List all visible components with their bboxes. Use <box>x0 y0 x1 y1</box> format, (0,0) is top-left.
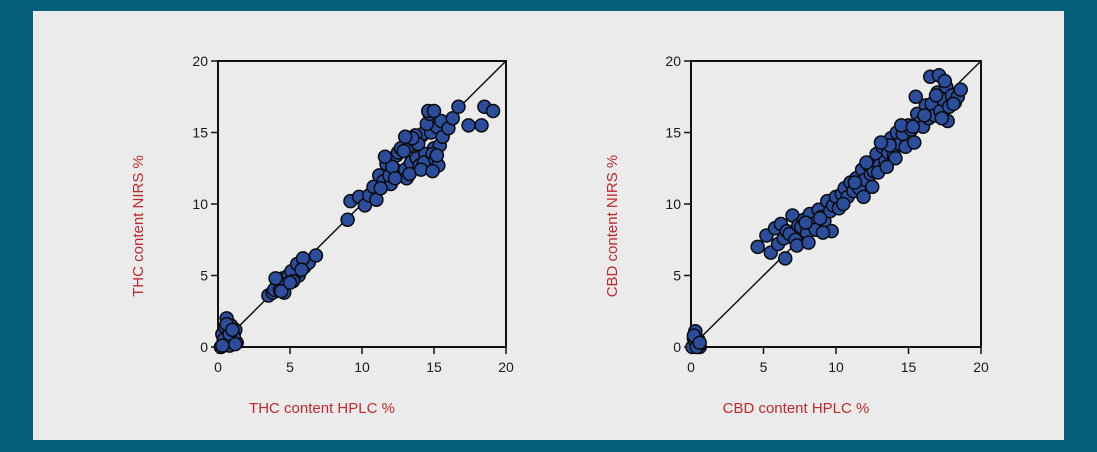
data-point <box>937 73 952 89</box>
data-point <box>815 225 831 240</box>
data-point <box>778 251 793 266</box>
data-point <box>425 163 440 179</box>
y-tick-label: 10 <box>192 196 208 212</box>
data-point <box>396 143 412 159</box>
x-tick-label: 0 <box>214 359 222 375</box>
y-tick-label: 5 <box>200 268 208 284</box>
x-tick-label: 15 <box>426 359 442 375</box>
x-axis-title: THC content HPLC % <box>249 400 395 417</box>
data-point <box>928 88 944 103</box>
data-point <box>485 103 501 119</box>
x-tick-label: 10 <box>354 359 370 375</box>
chart-right: CBD content HPLC % CBD content NIRS % 0 5… <box>604 53 989 417</box>
y-tick-label: 0 <box>673 339 681 355</box>
data-point <box>397 129 413 145</box>
data-point <box>426 103 442 119</box>
data-point <box>451 99 466 115</box>
y-tick-label: 5 <box>673 268 681 284</box>
data-point <box>917 108 932 123</box>
y-tick-label: 0 <box>200 339 208 355</box>
data-point <box>879 159 894 175</box>
data-point <box>228 336 243 352</box>
data-point <box>429 148 445 163</box>
data-point <box>865 179 880 195</box>
data-point <box>856 189 871 205</box>
x-axis-title: CBD content HPLC % <box>723 400 870 417</box>
chart-left: THC content HPLC % THC content NIRS % 0 5… <box>130 53 514 417</box>
data-point <box>461 118 476 133</box>
data-point <box>308 248 324 263</box>
x-tick-label: 20 <box>973 359 989 375</box>
data-point <box>377 149 393 165</box>
x-tick-label: 0 <box>687 359 695 375</box>
data-point <box>340 212 355 227</box>
data-point <box>387 171 403 186</box>
x-tick-label: 10 <box>828 359 844 375</box>
data-point <box>445 110 460 126</box>
x-tick-label: 20 <box>498 359 514 375</box>
scatter-figure: THC content HPLC % THC content NIRS % 0 5… <box>130 53 989 417</box>
y-tick-label: 15 <box>665 125 681 141</box>
x-tick-label: 5 <box>286 359 294 375</box>
data-point <box>373 181 388 196</box>
data-point <box>282 275 298 290</box>
data-point <box>474 118 489 133</box>
data-point <box>801 235 816 250</box>
y-tick-label: 20 <box>192 53 208 69</box>
data-point <box>268 271 283 286</box>
data-point <box>859 155 874 170</box>
x-tick-label: 15 <box>901 359 917 375</box>
data-point <box>934 110 950 126</box>
data-point <box>798 215 813 230</box>
data-point <box>907 135 922 150</box>
data-point <box>812 211 828 226</box>
data-point <box>905 119 921 135</box>
y-axis-title: THC content NIRS % <box>130 155 147 297</box>
data-point <box>836 196 851 212</box>
data-point <box>946 96 961 112</box>
data-point <box>847 175 863 190</box>
data-point <box>225 322 240 338</box>
data-point <box>888 150 903 166</box>
data-point <box>908 89 923 104</box>
y-tick-label: 10 <box>665 196 681 212</box>
x-tick-label: 5 <box>760 359 768 375</box>
y-tick-label: 15 <box>192 125 208 141</box>
data-point <box>294 262 309 278</box>
y-axis-title: CBD content NIRS % <box>604 155 621 298</box>
data-point <box>750 239 765 255</box>
data-point <box>274 283 289 299</box>
figure-panel: THC content HPLC % THC content NIRS % 0 5… <box>33 11 1064 440</box>
data-point <box>692 335 707 350</box>
data-point <box>873 135 889 150</box>
data-point <box>215 338 230 353</box>
data-point <box>953 82 968 97</box>
y-tick-label: 20 <box>665 53 681 69</box>
